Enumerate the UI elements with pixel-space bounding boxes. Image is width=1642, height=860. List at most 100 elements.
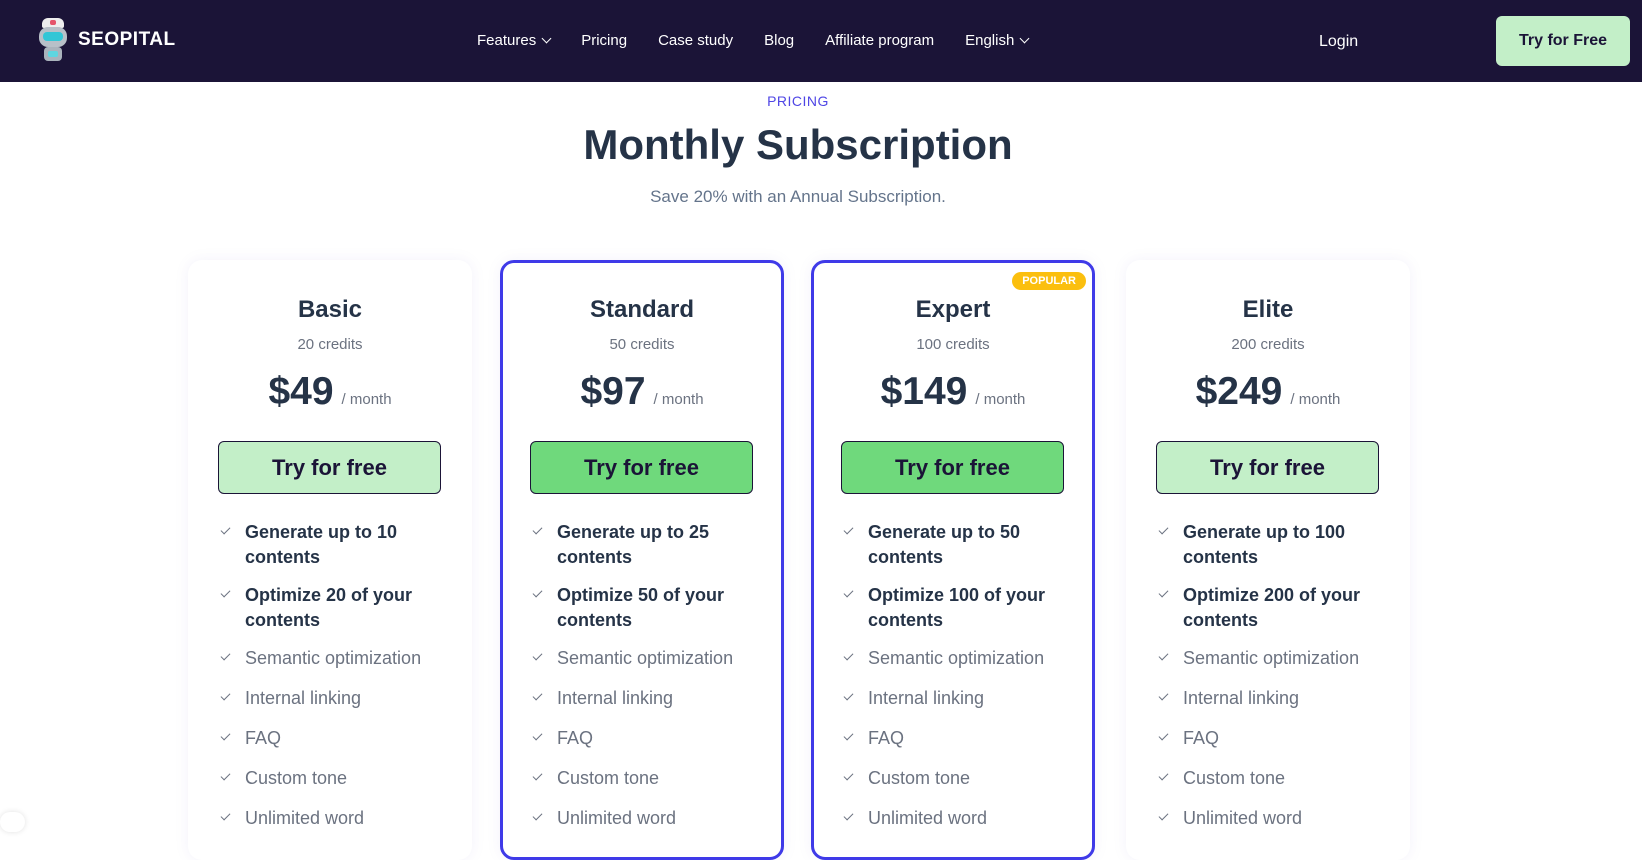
- feature-text: Generate up to 10 contents: [245, 522, 398, 567]
- plan-credits: 50 credits: [609, 336, 675, 353]
- plan-name: Elite: [1242, 296, 1294, 323]
- nav-features[interactable]: Features: [477, 32, 552, 49]
- feature-text: Custom tone: [245, 768, 348, 788]
- plan-price: $149 / month: [811, 370, 1095, 414]
- try-for-free-button[interactable]: Try for Free: [1496, 16, 1630, 66]
- feature-text: Internal linking: [245, 688, 362, 708]
- page-title: Monthly Subscription: [583, 121, 1013, 168]
- feature-item: FAQ: [530, 726, 765, 751]
- feature-item: Generate up to 50 contents: [841, 520, 1076, 570]
- check-icon: [843, 810, 854, 821]
- feature-text: FAQ: [245, 728, 282, 748]
- feature-item: FAQ: [1156, 726, 1391, 751]
- check-icon: [843, 524, 854, 535]
- chat-widget-edge[interactable]: [0, 812, 25, 832]
- feature-text: Optimize 50 of your contents: [557, 585, 725, 630]
- price-amount: $249: [1195, 370, 1283, 413]
- login-link[interactable]: Login: [1319, 33, 1359, 50]
- check-icon: [532, 587, 543, 598]
- feature-item: Semantic optimization: [218, 646, 453, 671]
- feature-item: Optimize 100 of your contents: [841, 583, 1076, 633]
- feature-text: Semantic optimization: [245, 648, 422, 668]
- feature-text: Custom tone: [1183, 768, 1286, 788]
- feature-item: Unlimited word: [530, 806, 765, 831]
- price-amount: $149: [880, 370, 968, 413]
- feature-item: Optimize 50 of your contents: [530, 583, 765, 633]
- check-icon: [220, 690, 231, 701]
- feature-item: Generate up to 100 contents: [1156, 520, 1391, 570]
- feature-item: Semantic optimization: [530, 646, 765, 671]
- check-icon: [532, 524, 543, 535]
- feature-text: Optimize 200 of your contents: [1183, 585, 1361, 630]
- feature-item: Generate up to 25 contents: [530, 520, 765, 570]
- check-icon: [220, 587, 231, 598]
- check-icon: [843, 650, 854, 661]
- check-icon: [843, 587, 854, 598]
- nav-affiliate[interactable]: Affiliate program: [825, 32, 935, 49]
- check-icon: [532, 770, 543, 781]
- feature-text: Unlimited word: [868, 808, 988, 828]
- try-for-free-button[interactable]: Try for free: [841, 441, 1064, 494]
- feature-text: Internal linking: [557, 688, 674, 708]
- pricing-card-standard: Standard 50 credits $97 / month Try for f…: [500, 260, 784, 860]
- check-icon: [1158, 650, 1169, 661]
- feature-text: Generate up to 50 contents: [868, 522, 1021, 567]
- feature-list: Generate up to 100 contents Optimize 200 …: [1156, 520, 1391, 846]
- try-for-free-button[interactable]: Try for free: [1156, 441, 1379, 494]
- feature-text: Unlimited word: [1183, 808, 1303, 828]
- plan-name: Standard: [589, 296, 694, 323]
- check-icon: [843, 770, 854, 781]
- feature-text: Internal linking: [868, 688, 985, 708]
- try-for-free-button[interactable]: Try for free: [530, 441, 753, 494]
- nav-blog[interactable]: Blog: [764, 32, 795, 49]
- nav-label: Features: [477, 32, 537, 49]
- feature-text: Optimize 100 of your contents: [868, 585, 1046, 630]
- plan-price: $249 / month: [1126, 370, 1410, 414]
- check-icon: [1158, 770, 1169, 781]
- price-period: / month: [1290, 391, 1341, 408]
- language-selector[interactable]: English: [965, 32, 1030, 49]
- feature-text: Semantic optimization: [1183, 648, 1360, 668]
- check-icon: [532, 650, 543, 661]
- plan-name: Expert: [915, 296, 991, 323]
- top-navbar: SEOPITAL Features Pricing Case study Blo…: [0, 0, 1642, 82]
- nav-pricing[interactable]: Pricing: [581, 32, 628, 49]
- check-icon: [220, 524, 231, 535]
- nav-case-study[interactable]: Case study: [658, 32, 734, 49]
- feature-text: Unlimited word: [557, 808, 677, 828]
- pricing-card-expert: POPULAR Expert 100 credits $149 / month T…: [811, 260, 1095, 860]
- logo[interactable]: SEOPITAL: [34, 18, 176, 62]
- pricing-card-basic: Basic 20 credits $49 / month Try for free…: [188, 260, 472, 860]
- nav-label: English: [965, 32, 1015, 49]
- feature-text: FAQ: [1183, 728, 1220, 748]
- feature-item: Unlimited word: [1156, 806, 1391, 831]
- feature-text: Internal linking: [1183, 688, 1300, 708]
- feature-item: FAQ: [841, 726, 1076, 751]
- feature-text: Semantic optimization: [557, 648, 734, 668]
- feature-item: Unlimited word: [841, 806, 1076, 831]
- feature-item: Optimize 20 of your contents: [218, 583, 453, 633]
- plan-credits: 20 credits: [297, 336, 363, 353]
- check-icon: [220, 730, 231, 741]
- feature-item: Unlimited word: [218, 806, 453, 831]
- feature-list: Generate up to 25 contents Optimize 50 of…: [530, 520, 765, 846]
- feature-item: Generate up to 10 contents: [218, 520, 453, 570]
- brand-name: SEOPITAL: [78, 29, 176, 50]
- check-icon: [220, 650, 231, 661]
- feature-text: FAQ: [868, 728, 905, 748]
- check-icon: [843, 730, 854, 741]
- feature-list: Generate up to 50 contents Optimize 100 o…: [841, 520, 1076, 846]
- feature-item: Internal linking: [218, 686, 453, 711]
- feature-item: Semantic optimization: [841, 646, 1076, 671]
- check-icon: [532, 730, 543, 741]
- popular-badge: POPULAR: [1012, 272, 1086, 290]
- feature-text: FAQ: [557, 728, 594, 748]
- plan-price: $49 / month: [188, 370, 472, 414]
- feature-item: Internal linking: [1156, 686, 1391, 711]
- price-period: / month: [653, 391, 704, 408]
- try-for-free-button[interactable]: Try for free: [218, 441, 441, 494]
- check-icon: [220, 770, 231, 781]
- feature-text: Semantic optimization: [868, 648, 1045, 668]
- check-icon: [1158, 524, 1169, 535]
- feature-item: Internal linking: [841, 686, 1076, 711]
